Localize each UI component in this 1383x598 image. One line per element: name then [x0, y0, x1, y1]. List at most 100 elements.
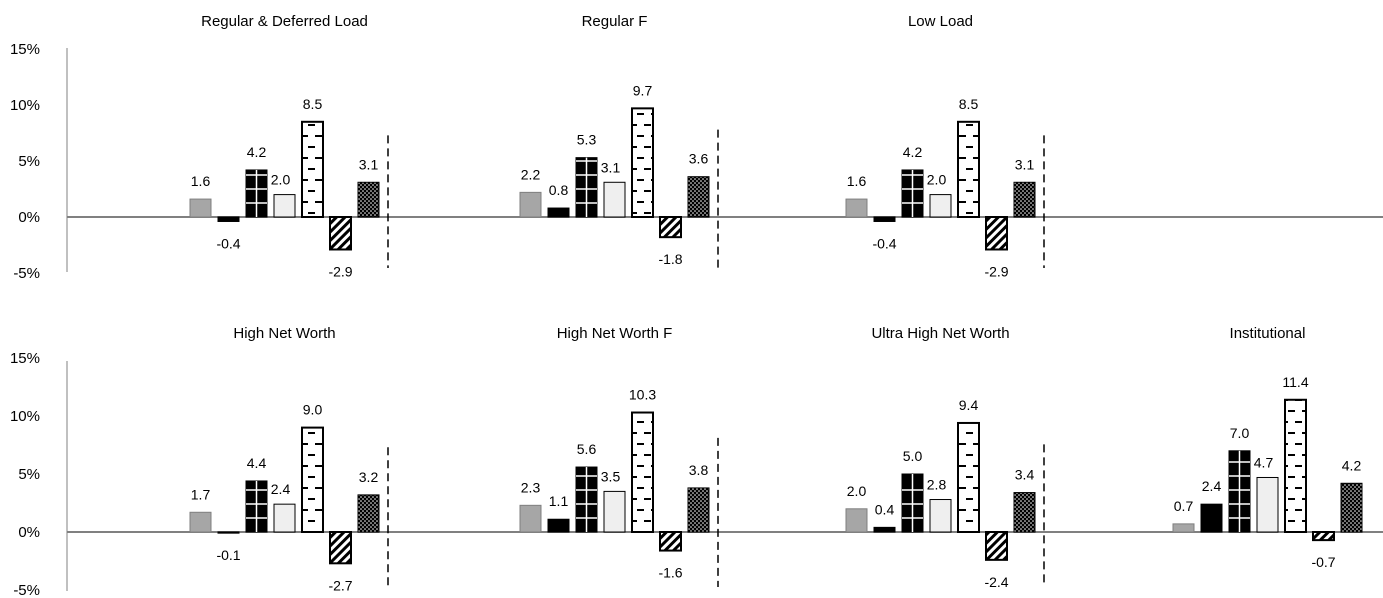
data-label: -1.6	[658, 565, 682, 581]
data-label: 8.5	[959, 96, 979, 112]
bar	[519, 191, 542, 218]
data-label: 11.4	[1282, 374, 1308, 390]
data-label: -2.4	[984, 574, 1008, 590]
data-label: 1.6	[191, 173, 211, 189]
data-label: 4.4	[247, 455, 267, 471]
panel-title: Ultra High Net Worth	[871, 325, 1009, 342]
y-tick-label: 0%	[18, 524, 40, 541]
bar	[929, 194, 952, 218]
bar	[1013, 181, 1036, 218]
bar	[1284, 398, 1307, 534]
bar	[273, 194, 296, 218]
bar	[985, 216, 1008, 251]
y-tick-label: 10%	[10, 408, 40, 425]
bar	[1256, 476, 1279, 533]
data-label: 9.0	[303, 402, 323, 418]
bar	[1340, 482, 1363, 533]
data-label: 1.1	[549, 493, 569, 509]
data-label: 7.0	[1230, 425, 1250, 441]
panel-0-1: Regular F 2.2 0.8 5.33.1 9.7 -1.8 3.6	[519, 13, 719, 268]
y-tick-label: -5%	[13, 582, 40, 598]
bar	[301, 426, 324, 534]
y-tick-label: 10%	[10, 97, 40, 114]
panel-title: High Net Worth	[233, 325, 335, 342]
bar	[603, 490, 626, 533]
y-tick-label: 5%	[18, 153, 40, 170]
bar	[301, 120, 324, 218]
data-label: -0.4	[216, 235, 240, 251]
panel-1-2: Ultra High Net Worth 2.0 0.4 5.02.8 9.4 -2.4 3…	[845, 325, 1045, 590]
data-label: -0.1	[216, 547, 240, 563]
data-label: 1.6	[847, 173, 867, 189]
data-label: 2.0	[271, 172, 291, 188]
y-tick-label: 15%	[10, 350, 40, 367]
data-label: 2.2	[521, 166, 541, 182]
data-label: 3.8	[689, 462, 709, 478]
bar	[873, 216, 896, 222]
bar	[687, 176, 710, 218]
bar	[659, 531, 682, 552]
data-label: -2.9	[328, 263, 352, 279]
data-label: 0.4	[875, 501, 895, 517]
data-label: -1.8	[658, 251, 682, 267]
bar	[957, 120, 980, 218]
panel-0-0: Regular & Deferred Load 1.6 -0.4 4.22.0 8.5 -…	[189, 13, 389, 279]
data-label: 2.4	[1202, 478, 1222, 494]
panel-title: Institutional	[1230, 325, 1306, 342]
data-label: 5.3	[577, 132, 597, 148]
panel-title: Regular F	[582, 13, 648, 30]
data-label: 4.2	[903, 144, 923, 160]
data-label: 5.0	[903, 448, 923, 464]
data-label: 8.5	[303, 96, 323, 112]
chart-row-2: 15% 10% 5% 0% -5% High Net Worth 1.7 -0.1 4.4 2.4…	[10, 325, 1383, 598]
bar	[845, 198, 868, 218]
y-tick-label: 15%	[10, 41, 40, 58]
bar	[985, 531, 1008, 561]
data-label: 3.6	[689, 151, 709, 167]
bar	[189, 511, 212, 533]
bar	[357, 181, 380, 218]
panel-1-3: Institutional 0.7 2.4 7.04.7 11.4 -0.7 4.2	[1172, 325, 1363, 570]
data-label: 4.7	[1254, 454, 1274, 470]
data-label: 2.8	[927, 477, 947, 493]
bar	[547, 518, 570, 533]
y-tick-label: 5%	[18, 466, 40, 483]
panel-1-0: High Net Worth 1.7 -0.1 4.42.4 9.0 -2.7 3.2	[189, 325, 389, 593]
data-label: 2.3	[521, 479, 541, 495]
data-label: 0.8	[549, 182, 569, 198]
data-label: 4.2	[1342, 457, 1362, 473]
bar	[357, 494, 380, 533]
data-label: 2.0	[847, 483, 867, 499]
bar	[631, 107, 654, 218]
bar	[1172, 523, 1195, 533]
bar	[631, 411, 654, 533]
panel-title: Low Load	[908, 13, 973, 30]
data-label: -0.7	[1311, 554, 1335, 570]
data-label: 3.1	[1015, 156, 1035, 172]
bar	[1013, 492, 1036, 533]
data-label: 9.4	[959, 397, 979, 413]
data-label: 3.1	[601, 159, 621, 175]
data-label: 3.1	[359, 156, 379, 172]
bar	[519, 504, 542, 533]
data-label: 1.7	[191, 486, 211, 502]
y-tick-label: 0%	[18, 209, 40, 226]
bar	[1200, 503, 1223, 533]
data-label: -2.9	[984, 263, 1008, 279]
bar	[189, 198, 212, 218]
bar	[957, 421, 980, 533]
bar	[873, 526, 896, 533]
panel-0-2: Low Load 1.6 -0.4 4.22.0 8.5 -2.9 3.1	[845, 13, 1045, 279]
data-label: 0.7	[1174, 498, 1194, 514]
data-label: 5.6	[577, 441, 597, 457]
data-label: 2.0	[927, 172, 947, 188]
bar	[329, 216, 352, 251]
data-label: -0.4	[872, 235, 896, 251]
bar	[687, 487, 710, 533]
data-label: 3.5	[601, 468, 621, 484]
bar	[217, 531, 240, 534]
bar	[845, 508, 868, 533]
bar	[273, 503, 296, 533]
bar	[217, 216, 240, 222]
